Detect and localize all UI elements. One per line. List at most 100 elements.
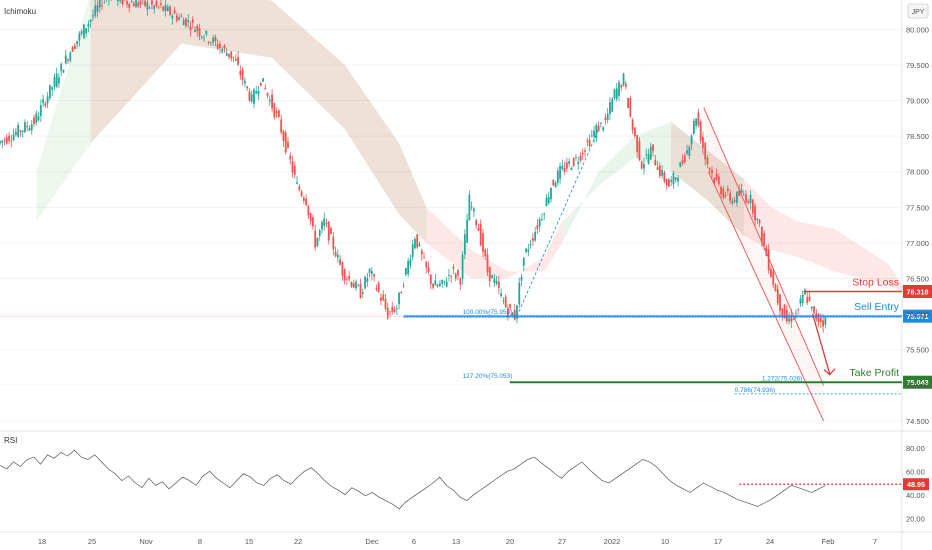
- candle: [577, 156, 580, 170]
- price-tick-label: 79.000: [906, 97, 929, 106]
- candle-body: [155, 0, 158, 6]
- candle-body: [824, 317, 827, 325]
- sell-entry-tag: 75.971: [907, 312, 929, 321]
- candle-body: [330, 227, 332, 235]
- candle: [420, 248, 423, 261]
- candle: [160, 0, 162, 9]
- candle: [776, 284, 779, 306]
- candle: [813, 305, 815, 315]
- candle-body: [450, 275, 453, 277]
- candle: [706, 155, 709, 169]
- candle: [699, 119, 702, 144]
- candle-body: [493, 278, 496, 283]
- indicator-label: Ichimoku: [4, 7, 36, 16]
- candle: [384, 293, 387, 312]
- candle-body: [699, 121, 702, 141]
- sell-entry-tag-bg: [903, 309, 932, 323]
- candle-body: [67, 59, 69, 61]
- candle-body: [434, 280, 437, 286]
- candle-body: [772, 271, 775, 285]
- candle-body: [577, 161, 580, 164]
- candle-body: [797, 309, 800, 311]
- candle: [806, 291, 809, 306]
- candle: [482, 228, 484, 258]
- candle: [531, 233, 534, 246]
- candle-body: [733, 199, 736, 202]
- candle-body: [742, 194, 745, 196]
- candle: [726, 185, 729, 195]
- candle: [28, 125, 31, 132]
- candle-body: [373, 274, 376, 277]
- candle: [203, 34, 205, 43]
- time-tick-label: 24: [766, 537, 774, 546]
- candle-body: [5, 137, 8, 144]
- candle-body: [339, 259, 342, 265]
- candle: [790, 309, 793, 329]
- candle-body: [416, 234, 419, 248]
- candle: [325, 218, 328, 228]
- candle: [692, 118, 695, 136]
- candle-body: [479, 223, 482, 246]
- candle: [597, 121, 600, 132]
- candle: [76, 41, 78, 49]
- price-tick-label: 78.500: [906, 132, 929, 141]
- candle: [593, 125, 595, 143]
- candle: [194, 26, 196, 33]
- candle-body: [502, 300, 505, 302]
- candle-body: [255, 91, 258, 94]
- candle-body: [243, 80, 246, 84]
- candle-body: [806, 297, 809, 303]
- candle: [602, 126, 605, 133]
- candle: [103, 0, 105, 4]
- candle: [314, 224, 317, 251]
- candle-body: [64, 55, 67, 64]
- candle-body: [586, 140, 589, 142]
- candle: [765, 245, 768, 257]
- candle-body: [80, 31, 83, 34]
- candle: [241, 66, 244, 86]
- candle-body: [12, 134, 15, 141]
- candle: [631, 117, 634, 135]
- candle: [708, 167, 711, 175]
- candle-body: [384, 298, 387, 309]
- candle: [436, 283, 439, 288]
- candle-body: [280, 119, 283, 133]
- time-tick-label: 2022: [604, 537, 621, 546]
- candle: [35, 110, 38, 126]
- trade-annotations: Stop Loss 76.318 Sell Entry 75.971 100.00%(7…: [0, 276, 932, 395]
- candle-body: [488, 266, 491, 281]
- candle: [824, 316, 827, 329]
- candle: [634, 126, 636, 139]
- candle-body: [166, 6, 169, 12]
- candle-body: [411, 244, 414, 257]
- projection-arrow-line: [812, 313, 831, 375]
- candle-body: [722, 188, 725, 198]
- candle-body: [366, 277, 369, 282]
- candle-body: [473, 208, 475, 212]
- candle-body: [28, 128, 31, 131]
- price-tick-label: 78.000: [906, 168, 929, 177]
- candle-body: [463, 234, 466, 255]
- candle-body: [507, 308, 509, 316]
- candle-body: [148, 7, 151, 9]
- candle: [495, 275, 498, 286]
- candle-body: [139, 0, 142, 5]
- candle: [654, 154, 657, 166]
- candle: [552, 179, 555, 187]
- candle: [223, 44, 226, 53]
- candle-body: [627, 97, 629, 109]
- candle-body: [593, 130, 595, 137]
- candle: [504, 294, 507, 308]
- candle-body: [82, 24, 85, 39]
- candle-body: [58, 77, 60, 84]
- candle: [14, 127, 17, 137]
- candle-body: [611, 98, 614, 112]
- candle-body: [187, 20, 190, 22]
- price-tick-label: 77.500: [906, 203, 929, 212]
- candle: [153, 4, 156, 14]
- candle-body: [588, 139, 591, 146]
- candle-body: [368, 268, 371, 273]
- candle: [742, 190, 745, 196]
- candle-body: [282, 131, 285, 142]
